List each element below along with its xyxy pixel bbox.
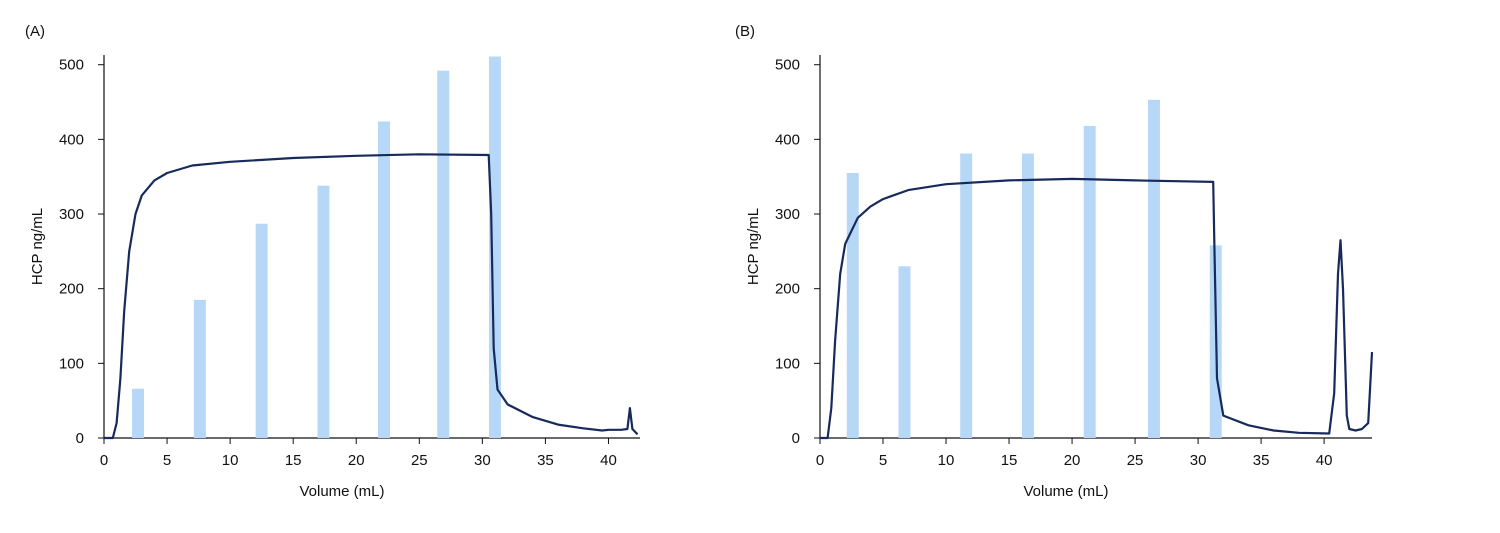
bar [846, 172, 859, 439]
bar [1147, 99, 1160, 438]
bar [1021, 153, 1034, 438]
bar [898, 266, 911, 438]
y-tick-label: 400 [775, 131, 800, 148]
y-tick-label: 100 [59, 355, 84, 372]
bar [437, 70, 450, 439]
bar [1083, 125, 1096, 438]
x-tick-label: 20 [1064, 452, 1081, 469]
x-tick-label: 35 [1253, 452, 1270, 469]
y-axis-label: HCP ng/mL [29, 208, 46, 285]
y-tick-label: 200 [59, 281, 84, 298]
x-tick-label: 10 [222, 452, 239, 469]
x-tick-label: 5 [163, 452, 171, 469]
x-tick-label: 35 [537, 452, 554, 469]
x-axis-label: Volume (mL) [299, 483, 384, 500]
y-tick-label: 200 [775, 281, 800, 298]
x-tick-label: 0 [100, 452, 108, 469]
y-tick-label: 0 [76, 430, 84, 447]
x-tick-label: 25 [1127, 452, 1144, 469]
x-tick-label: 40 [600, 452, 617, 469]
panel-label: (B) [735, 23, 755, 40]
x-tick-label: 15 [285, 452, 302, 469]
y-tick-label: 300 [775, 206, 800, 223]
trace-line [104, 153, 639, 440]
x-tick-label: 25 [411, 452, 428, 469]
panel-label: (A) [25, 23, 45, 40]
bar [132, 388, 145, 438]
y-tick-label: 0 [792, 430, 800, 447]
trace-line [820, 177, 1374, 440]
x-tick-label: 15 [1001, 452, 1018, 469]
bar [960, 153, 973, 438]
bar [377, 121, 390, 438]
y-axis-label: HCP ng/mL [745, 208, 762, 285]
y-tick-label: 500 [59, 57, 84, 74]
x-axis-label: Volume (mL) [1023, 483, 1108, 500]
bar [488, 56, 501, 439]
x-tick-label: 5 [879, 452, 887, 469]
x-tick-label: 40 [1316, 452, 1333, 469]
y-tick-label: 100 [775, 355, 800, 372]
y-tick-label: 300 [59, 206, 84, 223]
x-tick-label: 20 [348, 452, 365, 469]
y-tick-label: 500 [775, 57, 800, 74]
bar [317, 185, 330, 438]
y-tick-label: 400 [59, 131, 84, 148]
x-tick-label: 10 [938, 452, 955, 469]
bar [255, 223, 268, 438]
x-tick-label: 30 [1190, 452, 1207, 469]
x-tick-label: 30 [474, 452, 491, 469]
x-tick-label: 0 [816, 452, 824, 469]
bar [193, 299, 206, 438]
